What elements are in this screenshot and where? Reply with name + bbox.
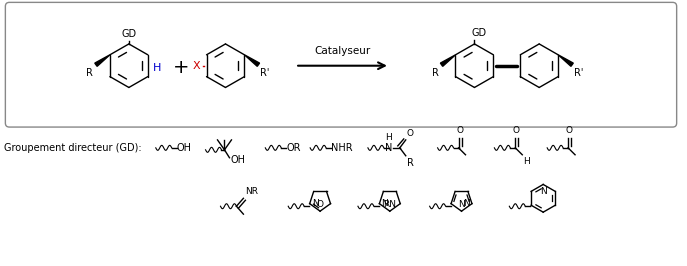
Polygon shape	[95, 55, 110, 66]
Text: NR: NR	[245, 187, 258, 196]
Text: R: R	[86, 68, 93, 78]
Text: O: O	[407, 129, 414, 138]
Text: OH: OH	[230, 155, 245, 165]
Text: R': R'	[574, 68, 583, 78]
Text: N: N	[312, 199, 318, 208]
Text: Groupement directeur (GD):: Groupement directeur (GD):	[4, 143, 142, 153]
Text: GD: GD	[122, 29, 137, 39]
Text: RN: RN	[383, 200, 396, 209]
Text: N: N	[463, 199, 470, 208]
Text: H: H	[523, 157, 530, 166]
Text: OH: OH	[177, 143, 192, 153]
Text: N: N	[540, 188, 547, 196]
Text: X: X	[193, 61, 201, 71]
Text: O: O	[513, 126, 520, 135]
Text: R: R	[431, 68, 438, 78]
Text: GD: GD	[472, 28, 487, 38]
Polygon shape	[440, 55, 455, 66]
Text: H: H	[385, 133, 392, 142]
Text: O: O	[317, 200, 324, 209]
Text: N: N	[381, 199, 388, 208]
Polygon shape	[245, 55, 260, 66]
Text: N: N	[385, 143, 392, 153]
Text: OR: OR	[286, 143, 301, 153]
Text: R': R'	[260, 68, 270, 78]
Text: R: R	[407, 158, 414, 168]
Text: O: O	[565, 126, 572, 135]
Text: H: H	[153, 63, 161, 73]
Text: +: +	[172, 58, 189, 77]
Text: NHR: NHR	[331, 143, 352, 153]
FancyBboxPatch shape	[5, 2, 677, 127]
Text: O: O	[456, 126, 463, 135]
Text: N: N	[458, 200, 465, 209]
Text: Catalyseur: Catalyseur	[314, 46, 370, 56]
Polygon shape	[558, 55, 573, 66]
